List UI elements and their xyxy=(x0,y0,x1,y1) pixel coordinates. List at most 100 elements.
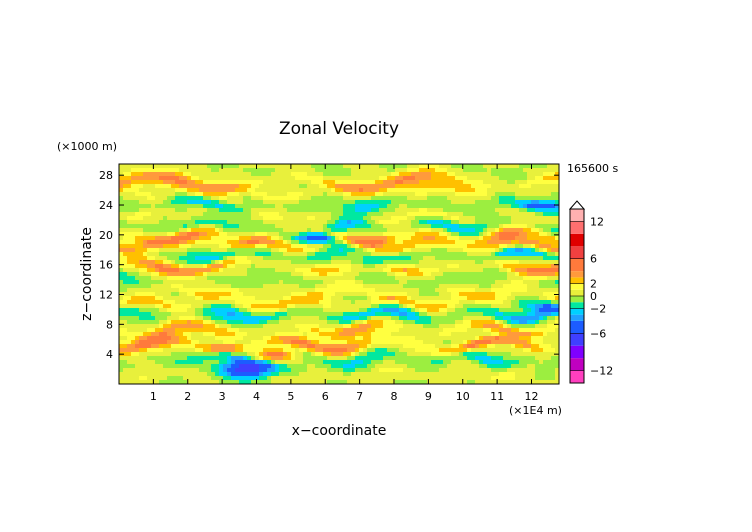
field-cell xyxy=(287,328,292,333)
field-cell xyxy=(475,332,480,337)
field-cell xyxy=(171,284,176,289)
field-cell xyxy=(155,340,160,345)
field-cell xyxy=(271,300,276,305)
field-cell xyxy=(251,304,256,309)
field-cell xyxy=(191,188,196,193)
field-cell xyxy=(531,172,536,177)
field-cell xyxy=(371,300,376,305)
field-cell xyxy=(395,224,400,229)
field-cell xyxy=(211,192,216,197)
field-cell xyxy=(331,188,336,193)
field-cell xyxy=(143,208,148,213)
field-cell xyxy=(347,216,352,221)
field-cell xyxy=(311,248,316,253)
field-cell xyxy=(399,308,404,313)
field-cell xyxy=(503,220,508,225)
field-cell xyxy=(191,272,196,277)
field-cell xyxy=(519,288,524,293)
field-cell xyxy=(539,248,544,253)
field-cell xyxy=(403,228,408,233)
field-cell xyxy=(543,208,548,213)
field-cell xyxy=(475,192,480,197)
field-cell xyxy=(419,232,424,237)
field-cell xyxy=(279,344,284,349)
field-cell xyxy=(383,184,388,189)
field-cell xyxy=(451,256,456,261)
field-cell xyxy=(323,284,328,289)
field-cell xyxy=(543,328,548,333)
field-cell xyxy=(447,172,452,177)
field-cell xyxy=(431,272,436,277)
field-cell xyxy=(503,244,508,249)
field-cell xyxy=(199,256,204,261)
field-cell xyxy=(247,180,252,185)
field-cell xyxy=(407,264,412,269)
field-cell xyxy=(539,288,544,293)
field-cell xyxy=(163,168,168,173)
field-cell xyxy=(143,252,148,257)
field-cell xyxy=(519,176,524,181)
field-cell xyxy=(427,336,432,341)
field-cell xyxy=(515,332,520,337)
field-cell xyxy=(199,344,204,349)
field-cell xyxy=(399,240,404,245)
field-cell xyxy=(495,308,500,313)
field-cell xyxy=(471,272,476,277)
field-cell xyxy=(471,240,476,245)
field-cell xyxy=(263,300,268,305)
field-cell xyxy=(175,300,180,305)
field-cell xyxy=(359,200,364,205)
field-cell xyxy=(251,256,256,261)
field-cell xyxy=(295,328,300,333)
field-cell xyxy=(127,244,132,249)
field-cell xyxy=(259,204,264,209)
field-cell xyxy=(171,320,176,325)
field-cell xyxy=(331,268,336,273)
field-cell xyxy=(175,320,180,325)
field-cell xyxy=(291,328,296,333)
field-cell xyxy=(263,260,268,265)
field-cell xyxy=(459,308,464,313)
field-cell xyxy=(391,208,396,213)
field-cell xyxy=(227,332,232,337)
field-cell xyxy=(267,300,272,305)
field-cell xyxy=(515,176,520,181)
field-cell xyxy=(547,312,552,317)
field-cell xyxy=(475,224,480,229)
field-cell xyxy=(447,300,452,305)
field-cell xyxy=(527,168,532,173)
field-cell xyxy=(511,256,516,261)
field-cell xyxy=(203,316,208,321)
field-cell xyxy=(535,260,540,265)
field-cell xyxy=(135,332,140,337)
field-cell xyxy=(175,328,180,333)
field-cell xyxy=(535,228,540,233)
field-cell xyxy=(227,164,232,169)
field-cell xyxy=(415,252,420,257)
field-cell xyxy=(191,208,196,213)
field-cell xyxy=(431,204,436,209)
field-cell xyxy=(283,240,288,245)
field-cell xyxy=(251,312,256,317)
field-cell xyxy=(471,328,476,333)
field-cell xyxy=(527,196,532,201)
field-cell xyxy=(507,164,512,169)
field-cell xyxy=(331,260,336,265)
field-cell xyxy=(475,312,480,317)
field-cell xyxy=(299,164,304,169)
field-cell xyxy=(491,340,496,345)
field-cell xyxy=(287,264,292,269)
field-cell xyxy=(355,188,360,193)
field-cell xyxy=(259,168,264,173)
field-cell xyxy=(335,168,340,173)
field-cell xyxy=(371,308,376,313)
field-cell xyxy=(331,312,336,317)
field-cell xyxy=(263,224,268,229)
field-cell xyxy=(459,316,464,321)
field-cell xyxy=(483,316,488,321)
field-cell xyxy=(467,312,472,317)
field-cell xyxy=(415,248,420,253)
field-cell xyxy=(247,324,252,329)
field-cell xyxy=(459,220,464,225)
field-cell xyxy=(243,248,248,253)
